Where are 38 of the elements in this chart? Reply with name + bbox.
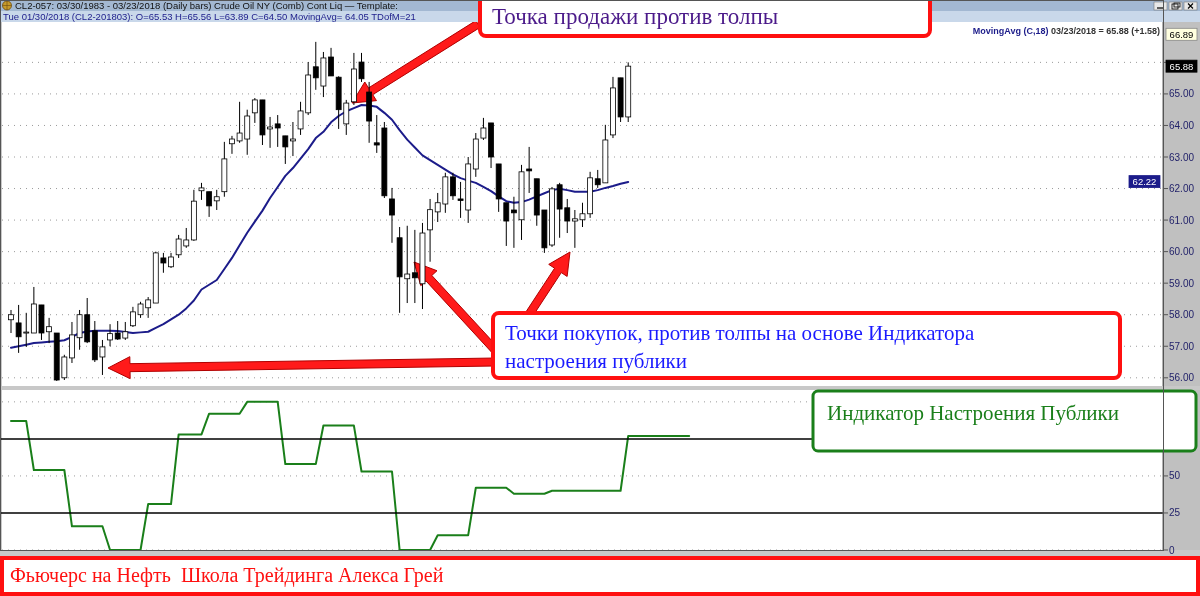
text: Фьючерс на Нефть Школа Трейдинга Алекса Грей [10, 564, 444, 587]
candlestick [427, 198, 433, 263]
chart-title: CL2-057: 03/30/1983 - 03/23/2018 (Daily bars) Crude Oil NY (Comb) Cont Liq — Template: [15, 0, 399, 11]
annotation: 65.88 [1169, 60, 1194, 72]
candlestick [213, 189, 220, 211]
y-tick-label: 57.00 [1169, 340, 1195, 352]
y-tick-label: 65.00 [1169, 88, 1195, 100]
line-series [10, 400, 691, 551]
annotation: 62.22 [1132, 176, 1157, 188]
candlestick [274, 114, 281, 148]
callout-box: Точка продажи против толпы [478, 0, 932, 38]
candlestick [503, 202, 510, 247]
candlestick [8, 309, 14, 334]
candlestick [290, 121, 296, 157]
candlestick [389, 187, 395, 244]
annotation: 66.89 [1169, 28, 1194, 40]
y-tick-label: 25 [1169, 507, 1181, 519]
y-tick-label: 63.00 [1169, 151, 1195, 163]
y-tick-label: 61.00 [1169, 214, 1195, 226]
y-tick-label: 62.00 [1169, 183, 1195, 195]
legend-box: Индикатор Настроения Публики [811, 389, 1198, 453]
y-tick-label: 56.00 [1169, 372, 1195, 384]
callout-box: Точки покупок, против толпы на основе Индикатора настроения публики [491, 311, 1122, 380]
annotation: Точка продажи против толпы [492, 4, 779, 29]
y-tick-label: 59.00 [1169, 277, 1195, 289]
chart-subtitle: Tue 01/30/2018 (CL2-201803): O=65.53 H=65.56 L=63.89 C=64.50 MovingAvg= 64.05 TDofM=21 [3, 11, 416, 22]
y-tick-label: 64.00 [1169, 119, 1195, 131]
text: MovingAvg (C,18) [972, 26, 1051, 36]
y-tick-label: 58.00 [1169, 309, 1195, 321]
y-tick-label: 0 [1169, 544, 1175, 556]
candlestick [107, 323, 113, 347]
candlestick [206, 191, 213, 218]
annotation: Точки покупок, против толпы на основе Индикатора настроения публики [505, 321, 975, 373]
y-tick-label: 50 [1169, 470, 1181, 482]
candlestick [282, 135, 289, 165]
y-tick-label: 60.00 [1169, 246, 1195, 258]
candlestick [450, 172, 456, 201]
annotation: 03/23/2018 = 65.88 (+1.58) [1050, 26, 1160, 36]
